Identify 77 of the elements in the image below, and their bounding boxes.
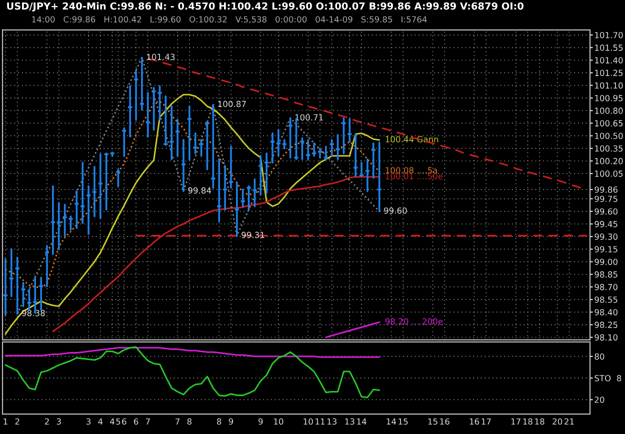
x-tick-label: 6 xyxy=(134,418,138,425)
x-tick-label: 13 xyxy=(345,418,354,425)
x-tick-label: 20 xyxy=(552,418,562,425)
x-tick-label: 4 xyxy=(98,418,103,425)
x-tick-label: 18 xyxy=(535,418,544,425)
y-tick-label: 99.86 xyxy=(594,186,618,193)
y-tick-label: 98.25 xyxy=(594,322,618,328)
line-series xyxy=(4,94,380,335)
series-label: 98.20 ....200e xyxy=(385,318,443,325)
x-tick-label: 3 xyxy=(56,418,61,425)
y-tick-label: 101.10 xyxy=(595,82,623,89)
x-tick-label: 10 xyxy=(274,418,284,425)
line-series xyxy=(4,346,380,398)
x-tick-label: 7 xyxy=(176,418,180,425)
x-tick-label: 4 xyxy=(110,418,114,425)
x-tick-label: 5 xyxy=(116,418,120,425)
data-label: 100.87 xyxy=(218,100,246,108)
x-tick-label: 8 xyxy=(217,418,222,425)
chart-title: USD/JPY+ 240-Min C:99.86 N: - 0.4570 H:100.42 L:99.60 O:100.07 B:99.86 A:99.89 V:6879 OI:0 xyxy=(7,2,524,12)
y-tick-label: 99.15 xyxy=(594,246,618,252)
x-tick-label: 10 xyxy=(304,418,313,425)
y-tick-label: 100.65 xyxy=(595,120,623,126)
y-tick-label: 98.10 xyxy=(594,334,618,341)
y-tick-label: 99.75 xyxy=(594,196,618,202)
y-tick-label: 99.60 xyxy=(594,208,618,215)
y-tick-label: 99.45 xyxy=(594,220,618,228)
x-tick-label: 15 xyxy=(428,418,438,425)
x-tick-label: 15 xyxy=(398,418,408,425)
x-tick-label: 2 xyxy=(44,418,49,425)
y-tick-label: 98.70 xyxy=(594,284,618,290)
line-series xyxy=(4,346,380,358)
data-label: 98.38 xyxy=(22,310,45,316)
y-tick-label: 100.20 xyxy=(595,158,623,164)
x-tick-label: 8 xyxy=(187,418,192,425)
x-tick-label: 11 xyxy=(316,418,325,425)
x-tick-label: 3 xyxy=(86,418,91,425)
y-tick-label: 101.40 xyxy=(595,57,623,64)
y-tick-label: 80 xyxy=(594,353,604,360)
x-tick-label: 14 xyxy=(357,418,366,425)
y-tick-label: 100.50 xyxy=(595,132,623,140)
y-tick-label: 100.05 xyxy=(595,170,623,177)
x-tick-label: 1 xyxy=(4,418,8,425)
data-label: 100.71 xyxy=(295,114,323,121)
y-tick-label: STO 8 xyxy=(594,374,622,382)
y-tick-label: 101.25 xyxy=(595,70,623,76)
x-tick-label: 9 xyxy=(228,418,234,425)
x-tick-label: 7 xyxy=(146,418,150,425)
y-tick-label: 99.00 xyxy=(594,258,618,266)
line-series xyxy=(325,321,380,338)
x-tick-label: 14 xyxy=(386,418,396,425)
series-label: 100.08 ....5a xyxy=(386,167,437,174)
x-tick-label: 16 xyxy=(470,418,480,425)
chart-subtitle: 14:00 C:99.86 H:100.42 L:99.60 O:100.32 V:5,538 0:00:00 04-14-09 S:59.85 I:5764 xyxy=(32,16,427,24)
y-tick-label: 98.85 xyxy=(594,271,618,278)
y-tick-label: 101.55 xyxy=(595,44,623,51)
x-tick-label: 6 xyxy=(122,418,126,425)
x-tick-label: 17 xyxy=(511,418,520,425)
data-label: 99.60 xyxy=(384,207,407,214)
data-label: 99.84 xyxy=(188,187,212,194)
x-tick-label: 13 xyxy=(327,418,336,425)
x-tick-label: 18 xyxy=(523,418,532,425)
x-tick-label: 9 xyxy=(258,418,263,425)
y-tick-label: 100.35 xyxy=(595,145,623,152)
y-tick-label: 99.30 xyxy=(594,234,618,240)
series-label: 100.01 ....50e xyxy=(386,173,443,180)
y-tick-label: 98.40 xyxy=(594,309,618,316)
line-series xyxy=(4,100,380,289)
y-tick-label: 98.55 xyxy=(594,296,618,303)
x-tick-label: 17 xyxy=(482,418,491,425)
data-label: 101.43 xyxy=(147,54,175,60)
x-tick-label: 21 xyxy=(564,418,574,425)
x-tick-label: 16 xyxy=(440,418,450,425)
y-tick-label: 100.95 xyxy=(595,94,623,102)
x-tick-label: 2 xyxy=(15,418,20,425)
y-tick-label: 100.80 xyxy=(595,108,623,114)
y-tick-label: 101.70 xyxy=(595,32,623,38)
y-tick-label: 20 xyxy=(594,396,604,403)
